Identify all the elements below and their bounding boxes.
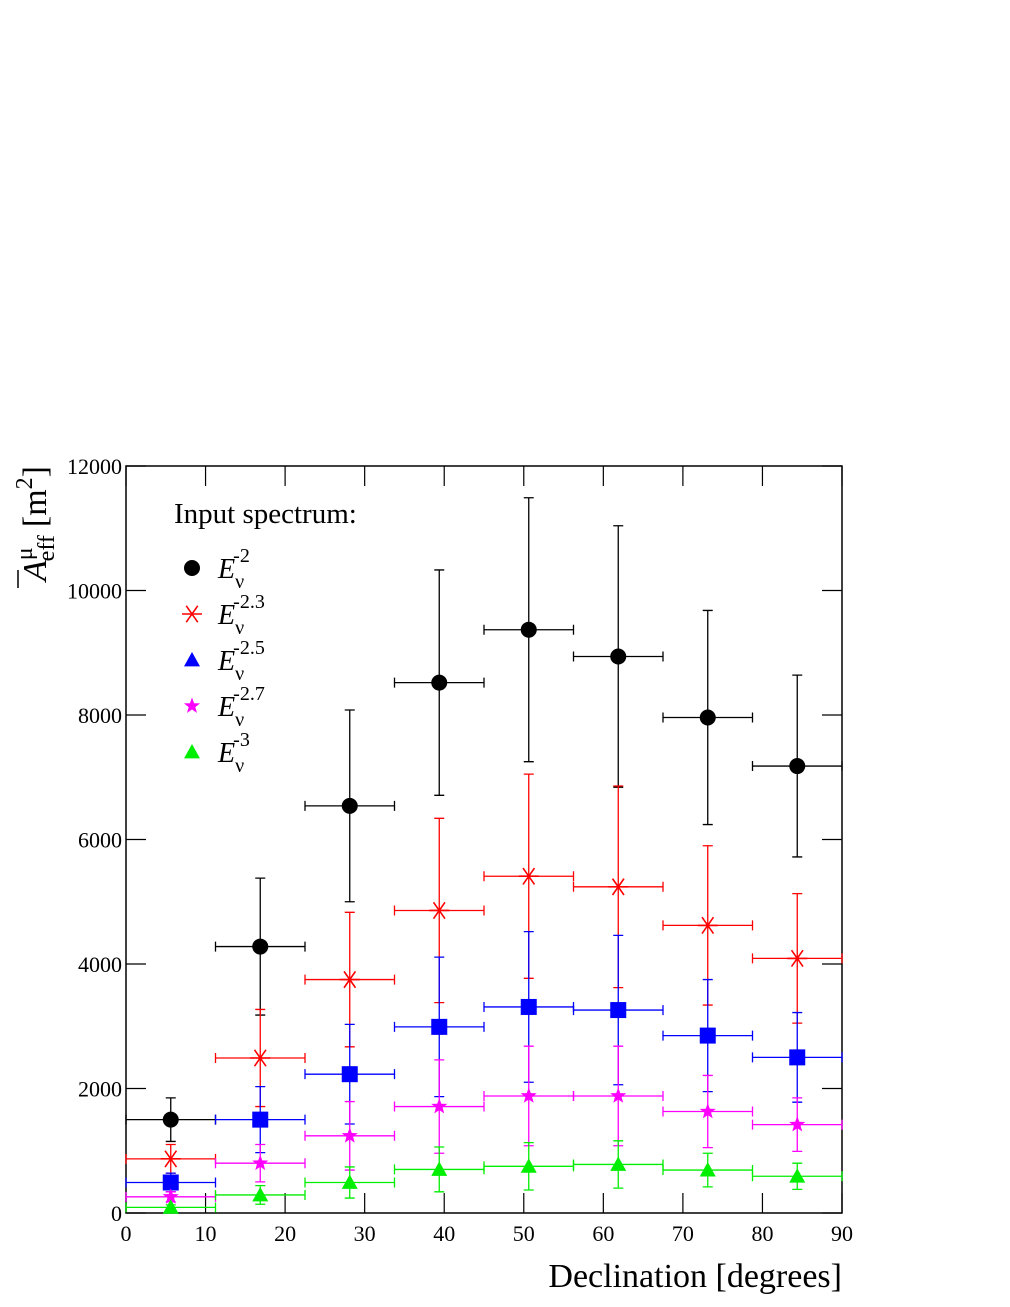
y-label-part: ] bbox=[17, 466, 54, 477]
legend-label-base: E bbox=[217, 738, 235, 769]
legend-label-base: E bbox=[217, 600, 235, 631]
y-label-part: μ bbox=[12, 547, 38, 560]
data-point bbox=[699, 709, 716, 726]
data-point bbox=[160, 1150, 181, 1168]
data-point bbox=[610, 1087, 627, 1103]
legend-title: Input spectrum: bbox=[174, 498, 357, 530]
y-tick-label: 6000 bbox=[78, 828, 122, 853]
x-tick-label: 90 bbox=[831, 1221, 853, 1246]
y-label-part: 2 bbox=[12, 477, 38, 489]
data-point bbox=[520, 998, 537, 1015]
legend-label: Eν -2 bbox=[217, 545, 250, 593]
data-point bbox=[339, 970, 360, 989]
data-point bbox=[610, 648, 627, 665]
y-label-part: eff bbox=[34, 535, 60, 561]
data-point bbox=[162, 1174, 179, 1191]
x-tick-label: 50 bbox=[513, 1221, 535, 1246]
legend-marker bbox=[184, 560, 200, 576]
data-point bbox=[162, 1199, 179, 1214]
legend-label-sup: -2.7 bbox=[233, 683, 265, 705]
legend-label: Eν -2.3 bbox=[217, 591, 265, 639]
legend-label-base: E bbox=[217, 692, 235, 723]
x-tick-label: 40 bbox=[433, 1221, 455, 1246]
data-point bbox=[520, 621, 537, 638]
data-point bbox=[787, 949, 808, 968]
y-tick-label: 8000 bbox=[78, 703, 122, 728]
data-point bbox=[518, 867, 539, 885]
data-point bbox=[610, 1002, 627, 1019]
data-point bbox=[341, 1066, 358, 1083]
y-axis-label: Aμeff [m2] bbox=[12, 466, 60, 583]
legend-marker bbox=[184, 744, 200, 759]
data-point bbox=[789, 1116, 806, 1132]
x-tick-label: 20 bbox=[274, 1221, 296, 1246]
data-point bbox=[699, 1027, 716, 1044]
y-tick-label: 10000 bbox=[67, 579, 122, 604]
y-tick-label: 2000 bbox=[78, 1077, 122, 1102]
legend-label-sub: ν bbox=[235, 755, 244, 777]
data-point bbox=[429, 901, 450, 920]
data-point bbox=[789, 758, 806, 775]
data-point bbox=[789, 1168, 806, 1183]
x-tick-label: 60 bbox=[592, 1221, 614, 1246]
data-point bbox=[608, 878, 629, 896]
legend-label-base: E bbox=[217, 646, 235, 677]
legend-label-sub: ν bbox=[235, 663, 244, 685]
data-point bbox=[341, 797, 358, 814]
data-point bbox=[431, 674, 448, 691]
data-point bbox=[699, 1162, 716, 1177]
legend-label: Eν -2.7 bbox=[217, 683, 265, 731]
data-point bbox=[699, 1103, 716, 1119]
data-point bbox=[252, 1186, 269, 1202]
data-point bbox=[520, 1087, 537, 1103]
legend-label-base: E bbox=[217, 554, 235, 585]
y-label-part: A bbox=[17, 560, 54, 583]
y-axis-label-group: Aμeff [m2] bbox=[12, 466, 60, 588]
data-point bbox=[162, 1188, 179, 1204]
x-tick-label: 10 bbox=[195, 1221, 217, 1246]
data-point bbox=[520, 1158, 537, 1173]
y-tick-label: 0 bbox=[111, 1201, 122, 1226]
x-tick-label: 0 bbox=[121, 1221, 132, 1246]
data-point bbox=[252, 1111, 269, 1128]
legend-label-sub: ν bbox=[235, 617, 244, 639]
x-tick-label: 80 bbox=[751, 1221, 773, 1246]
x-tick-label: 70 bbox=[672, 1221, 694, 1246]
y-tick-label: 4000 bbox=[78, 952, 122, 977]
data-point bbox=[610, 1156, 627, 1171]
data-point bbox=[252, 938, 269, 955]
legend-label: Eν -2.5 bbox=[217, 637, 265, 685]
y-label-part: [m bbox=[17, 489, 54, 527]
legend-label-sup: -2.3 bbox=[233, 591, 265, 613]
data-point bbox=[697, 916, 718, 935]
data-point bbox=[162, 1111, 179, 1128]
data-point bbox=[250, 1049, 271, 1067]
legend-label-sup: -3 bbox=[233, 729, 250, 751]
legend-marker bbox=[182, 605, 202, 623]
legend-label-sub: ν bbox=[235, 571, 244, 593]
legend-label-sub: ν bbox=[235, 709, 244, 731]
data-point bbox=[789, 1049, 806, 1066]
data-point bbox=[431, 1161, 448, 1176]
data-point bbox=[431, 1098, 448, 1114]
y-tick-label: 12000 bbox=[67, 454, 122, 479]
x-axis-label: Declination [degrees] bbox=[548, 1258, 842, 1295]
data-point bbox=[431, 1018, 448, 1035]
data-point bbox=[341, 1127, 358, 1143]
data-point bbox=[341, 1174, 358, 1189]
legend-label-sup: -2.5 bbox=[233, 637, 265, 659]
legend-marker bbox=[183, 697, 201, 713]
legend-label: Eν -3 bbox=[217, 729, 250, 777]
legend-marker bbox=[184, 652, 200, 667]
x-tick-label: 30 bbox=[354, 1221, 376, 1246]
data-point bbox=[252, 1154, 269, 1171]
legend-label-sup: -2 bbox=[233, 545, 250, 567]
